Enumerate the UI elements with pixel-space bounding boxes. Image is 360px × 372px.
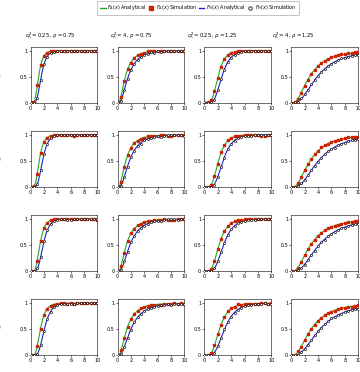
Legend: $F_{\Delta}(x)$ Analytical, $F_{\Delta}(x)$ Simulation, $F_{\Theta}(x)$ Analytic: $F_{\Delta}(x)$ Analytical, $F_{\Delta}(… (98, 1, 298, 15)
Text: (d): (d) (0, 324, 1, 330)
Text: (b): (b) (0, 155, 1, 162)
Text: $c^2_{\Lambda}=4\,,\,\rho=0.75$: $c^2_{\Lambda}=4\,,\,\rho=0.75$ (110, 30, 153, 41)
Text: $c^2_{\Lambda}=0.25\,,\,\rho=1.25$: $c^2_{\Lambda}=0.25\,,\,\rho=1.25$ (187, 30, 238, 41)
Text: $c^2_{\Lambda}=4\,,\,\rho=1.25$: $c^2_{\Lambda}=4\,,\,\rho=1.25$ (272, 30, 315, 41)
Text: $c^2_{\Lambda}=0.25\,,\,\rho=0.75$: $c^2_{\Lambda}=0.25\,,\,\rho=0.75$ (25, 30, 76, 41)
Text: (a): (a) (0, 71, 1, 78)
